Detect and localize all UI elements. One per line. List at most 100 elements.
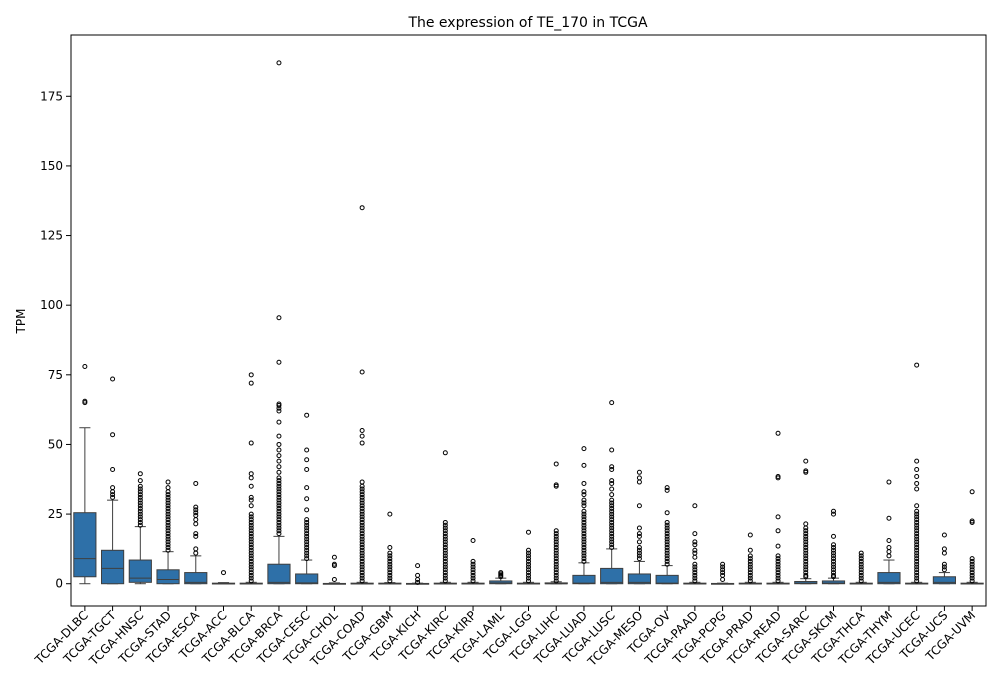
outlier-point [276,489,282,495]
outlier-point [581,556,587,562]
outlier-point [276,497,282,503]
outlier-point [581,547,587,553]
outlier-point [914,525,920,531]
outlier-point [387,561,393,567]
outlier-point [442,533,448,539]
outlier-point [914,572,920,578]
outlier-point [304,517,310,523]
box-iqr [600,567,624,585]
y-tick-label: 50 [48,437,63,451]
box-group [821,508,846,585]
outlier-point [387,570,393,576]
outlier-point [553,561,559,567]
outlier-point [137,494,143,500]
outlier-point [553,545,559,551]
outlier-point [165,506,171,512]
outlier-point [470,570,476,576]
outlier-point [248,536,254,542]
outlier-point [470,578,476,584]
outlier-point [304,525,310,531]
box-group [544,461,568,585]
outlier-point [914,467,920,473]
outlier-point [359,561,365,567]
box-iqr [184,572,208,585]
outlier-point [831,572,836,578]
outlier-point [858,578,864,584]
outlier-point [442,570,448,576]
outlier-point [248,511,254,517]
outlier-point [304,412,310,418]
outlier-point [110,494,116,500]
outlier-point [803,539,809,545]
outlier-point [664,550,670,556]
outlier-point [442,567,448,573]
outlier-point [969,567,975,573]
outlier-point [941,532,947,538]
box-group [711,561,735,585]
box-group [932,532,956,585]
outlier-point [831,533,836,539]
outlier-point [914,473,920,479]
outlier-point [609,522,615,528]
outlier-point [82,363,88,369]
outlier-point [442,556,448,562]
outlier-point [803,570,809,576]
box-group [101,376,125,585]
outlier-point [664,536,670,542]
outlier-point [248,531,254,537]
outlier-point [248,497,254,503]
outlier-point [803,564,809,570]
outlier-point [941,564,947,570]
outlier-point [720,567,726,573]
outlier-point [803,542,809,548]
outlier-point [553,539,559,545]
outlier-point [803,536,809,542]
outlier-point [775,578,781,584]
outlier-point [969,489,975,495]
outlier-point [747,570,753,576]
outlier-point [442,536,448,542]
box-group [683,503,707,585]
outlier-point [442,561,448,567]
outlier-point [359,545,365,551]
outlier-point [165,545,171,551]
outlier-point [775,567,781,573]
outlier-point [359,433,365,439]
outlier-point [914,480,920,486]
outlier-point [831,511,836,517]
outlier-point [470,567,476,573]
outlier-point [248,372,254,378]
outlier-point [276,475,282,481]
outlier-point [248,503,254,509]
outlier-point [276,480,282,486]
box-group [794,458,818,585]
outlier-point [803,545,809,551]
outlier-point [526,553,531,559]
outlier-point [165,492,171,498]
outlier-point [442,522,448,528]
outlier-point [914,545,920,551]
outlier-point [858,564,864,570]
outlier-point [858,550,864,556]
outlier-point [248,440,254,446]
outlier-point [276,419,282,425]
outlier-point [858,558,864,564]
box-iqr [156,569,180,585]
outlier-point [165,542,171,548]
outlier-point [359,506,365,512]
outlier-point [359,519,365,525]
outlier-point [276,483,282,489]
outlier-point [664,528,670,534]
outlier-point [304,485,310,491]
outlier-point [553,528,559,534]
outlier-point [609,492,615,498]
outlier-point [831,567,836,573]
outlier-point [636,533,642,539]
outlier-point [747,572,753,578]
outlier-point [553,570,559,576]
outlier-point [470,538,476,544]
outlier-point [831,570,836,576]
box-iqr [877,572,901,585]
outlier-point [359,556,365,562]
